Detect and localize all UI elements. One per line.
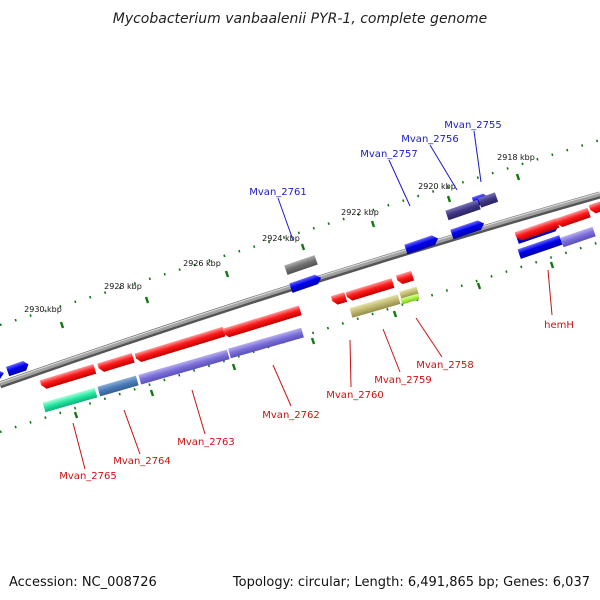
top-leaders: [277, 130, 482, 241]
map-title: Mycobacterium vanbaalenii PYR-1, complet…: [113, 11, 488, 27]
label-mvan-2762: Mvan_2762: [262, 410, 319, 421]
reverse-strand: [39, 201, 600, 390]
feature-mvan-2755[interactable]: [477, 192, 499, 208]
label-mvan-2758: Mvan_2758: [416, 360, 473, 371]
feature-mvan-2758-b[interactable]: [400, 293, 420, 305]
inner-features: [42, 286, 420, 413]
label-mvan-2756: Mvan_2756: [401, 134, 458, 145]
tick-label-2922: 2922 kbp: [341, 208, 379, 217]
feature-mvan-2762[interactable]: [228, 327, 304, 359]
tick-label-2930: 2930 kbp: [24, 305, 62, 314]
gene-mvan-2764[interactable]: [97, 352, 135, 373]
bottom-leaders: [72, 269, 553, 470]
gene-reverse-right-2[interactable]: [588, 201, 600, 214]
tick-label-2928: 2928 kbp: [104, 282, 142, 291]
gene-mvan-2762[interactable]: [222, 305, 302, 339]
gene-mvan-2761[interactable]: [289, 273, 323, 293]
label-mvan-2755: Mvan_2755: [444, 120, 501, 131]
tick-label-2924: 2924 kbp: [262, 234, 300, 243]
gene-mvan-2756[interactable]: [450, 219, 485, 240]
label-mvan-2761: Mvan_2761: [249, 187, 306, 198]
gene-hemh[interactable]: [514, 218, 560, 242]
gene-forward-left[interactable]: [5, 360, 30, 377]
feature-mvan-2764[interactable]: [97, 375, 139, 397]
outer-tick-ring: [0, 138, 600, 327]
label-mvan-2765: Mvan_2765: [59, 471, 116, 482]
gene-hemh-feature[interactable]: [517, 235, 563, 259]
feature-mvan-2763[interactable]: [138, 349, 230, 385]
genome-summary-text: Topology: circular; Length: 6,491,865 bp…: [232, 575, 590, 590]
tick-label-2918: 2918 kbp: [497, 153, 535, 162]
outer-features: [284, 192, 499, 275]
label-hemh: hemH: [544, 320, 574, 331]
feature-mvan-2759[interactable]: [349, 294, 401, 318]
label-mvan-2757: Mvan_2757: [360, 149, 417, 160]
gene-mvan-2760[interactable]: [330, 292, 348, 306]
gene-mvan-2759[interactable]: [345, 278, 395, 302]
label-mvan-2760: Mvan_2760: [326, 390, 383, 401]
accession-text: Accession: NC_008726: [9, 575, 157, 590]
gene-hemh-feature-b[interactable]: [560, 226, 596, 248]
feature-mvan-2761[interactable]: [284, 255, 318, 275]
gene-forward-edge[interactable]: [0, 371, 4, 379]
tick-label-2920: 2920 kbp: [418, 182, 456, 191]
gene-mvan-2765[interactable]: [39, 364, 97, 390]
major-ticks: [59, 173, 555, 419]
gene-mvan-2758[interactable]: [395, 270, 415, 285]
gene-mvan-2757[interactable]: [404, 234, 439, 255]
label-mvan-2759: Mvan_2759: [374, 375, 431, 386]
feature-mvan-2765[interactable]: [42, 387, 98, 413]
label-mvan-2763: Mvan_2763: [177, 437, 234, 448]
label-mvan-2764: Mvan_2764: [113, 456, 170, 467]
feature-mvan-2756[interactable]: [445, 199, 481, 221]
gene-mvan-2763[interactable]: [134, 326, 226, 363]
tick-label-2926: 2926 kbp: [183, 259, 221, 268]
feature-mvan-2758-a[interactable]: [399, 286, 419, 300]
gene-reverse-right-1[interactable]: [555, 207, 591, 229]
